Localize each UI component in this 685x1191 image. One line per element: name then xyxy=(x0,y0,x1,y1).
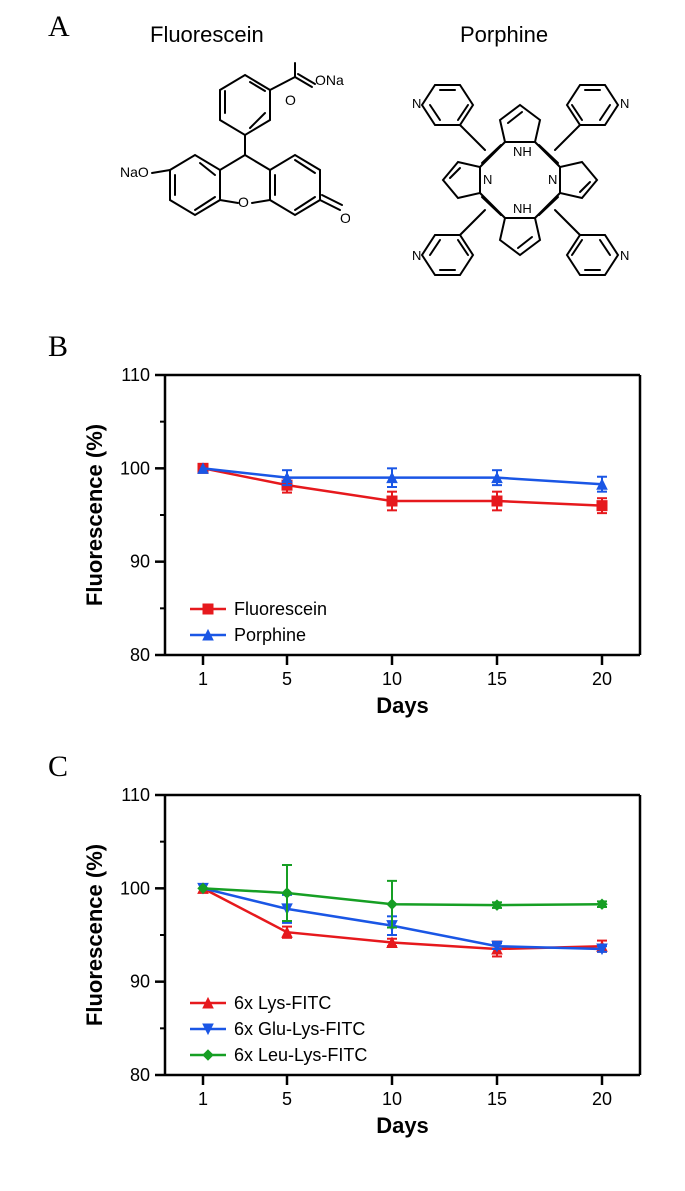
svg-text:O: O xyxy=(238,194,249,210)
svg-text:1: 1 xyxy=(198,669,208,689)
svg-text:20: 20 xyxy=(592,1089,612,1109)
svg-text:N: N xyxy=(548,172,557,187)
svg-text:110: 110 xyxy=(121,365,150,385)
svg-text:O: O xyxy=(340,210,350,226)
svg-text:Days: Days xyxy=(376,1113,429,1138)
svg-text:NH: NH xyxy=(513,201,532,216)
svg-text:6x Glu-Lys-FITC: 6x Glu-Lys-FITC xyxy=(234,1019,365,1039)
svg-text:Fluorescein: Fluorescein xyxy=(234,599,327,619)
svg-text:100: 100 xyxy=(120,878,150,898)
svg-text:15: 15 xyxy=(487,1089,507,1109)
svg-text:ONa: ONa xyxy=(315,72,344,88)
svg-text:Days: Days xyxy=(376,693,429,718)
figure-root: A Fluorescein Porphine ONa O xyxy=(0,0,685,1191)
svg-text:N: N xyxy=(620,96,629,111)
svg-text:5: 5 xyxy=(282,1089,292,1109)
svg-text:6x Lys-FITC: 6x Lys-FITC xyxy=(234,993,331,1013)
svg-text:Fluorescence (%): Fluorescence (%) xyxy=(82,844,107,1026)
svg-text:15: 15 xyxy=(487,669,507,689)
panel-c-label: C xyxy=(48,750,68,784)
porphine-title: Porphine xyxy=(460,22,548,48)
porphine-structure: NH NH N N N xyxy=(370,50,670,310)
svg-text:10: 10 xyxy=(382,1089,402,1109)
svg-text:10: 10 xyxy=(382,669,402,689)
panel-a-label: A xyxy=(48,10,70,44)
svg-text:NaO: NaO xyxy=(120,164,149,180)
svg-text:90: 90 xyxy=(130,552,150,572)
svg-text:N: N xyxy=(483,172,492,187)
svg-text:80: 80 xyxy=(130,1065,150,1085)
fluorescein-structure: ONa O O NaO O xyxy=(90,55,350,295)
svg-text:N: N xyxy=(412,96,421,111)
svg-text:110: 110 xyxy=(121,785,150,805)
svg-text:NH: NH xyxy=(513,144,532,159)
svg-text:N: N xyxy=(412,248,421,263)
svg-text:20: 20 xyxy=(592,669,612,689)
svg-text:6x Leu-Lys-FITC: 6x Leu-Lys-FITC xyxy=(234,1045,367,1065)
svg-text:80: 80 xyxy=(130,645,150,665)
panel-b-label: B xyxy=(48,330,68,364)
svg-text:Fluorescence (%): Fluorescence (%) xyxy=(82,424,107,606)
svg-text:5: 5 xyxy=(282,669,292,689)
svg-text:N: N xyxy=(620,248,629,263)
panel-c-chart: 809010011015101520Fluorescence (%)Days6x… xyxy=(80,775,670,1155)
panel-b-chart: 809010011015101520Fluorescence (%)DaysFl… xyxy=(80,355,670,735)
svg-text:90: 90 xyxy=(130,972,150,992)
svg-text:100: 100 xyxy=(120,458,150,478)
svg-text:O: O xyxy=(285,92,296,108)
fluorescein-title: Fluorescein xyxy=(150,22,264,48)
svg-text:Porphine: Porphine xyxy=(234,625,306,645)
svg-text:1: 1 xyxy=(198,1089,208,1109)
